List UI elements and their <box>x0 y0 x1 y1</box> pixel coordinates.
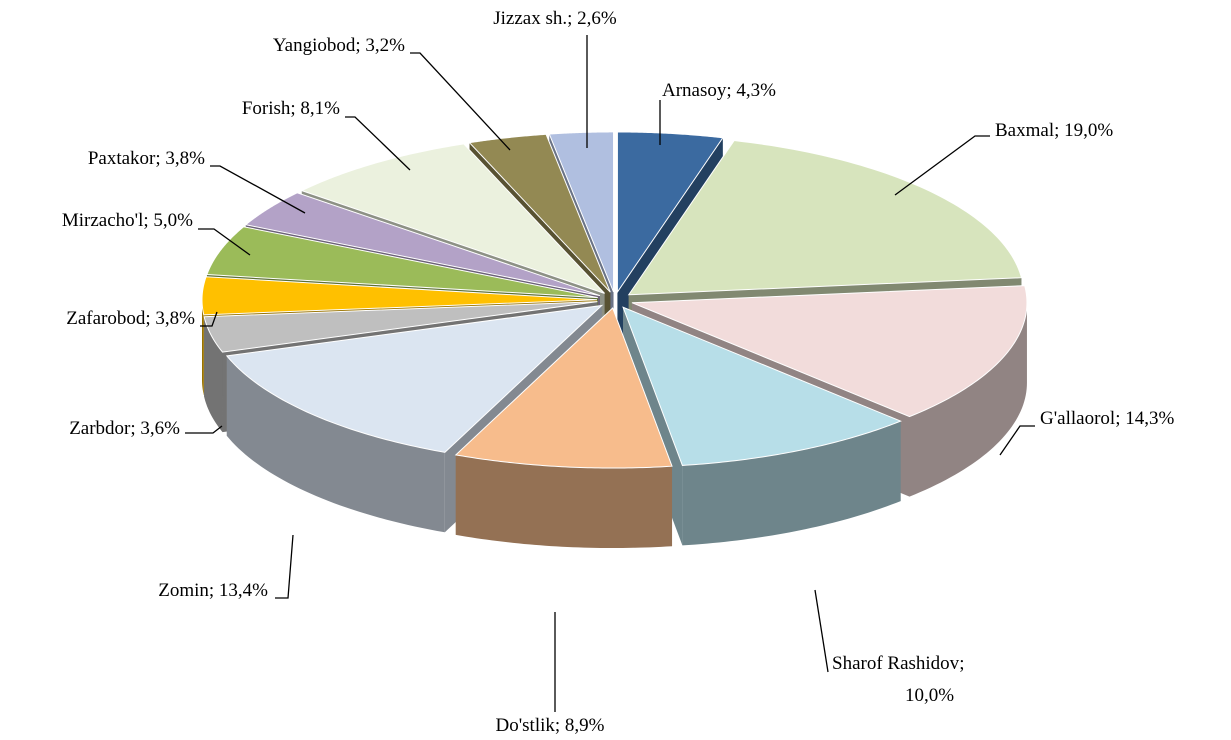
leader-line <box>210 165 306 214</box>
data-label: Do'stlik; 8,9% <box>496 715 605 736</box>
label-value: 3,2% <box>365 35 405 56</box>
data-label: Baxmal; 19,0% <box>995 120 1113 141</box>
data-labels: Arnasoy; 4,3% Baxmal; 19,0% G'allaorol; 14… <box>62 8 1175 736</box>
leader-line <box>814 589 829 673</box>
label-separator: ; <box>209 580 219 601</box>
label-value: 14,3% <box>1125 408 1174 429</box>
leader-line <box>198 228 251 256</box>
data-label: Arnasoy; 4,3% <box>662 80 776 101</box>
slice-side <box>204 316 223 433</box>
label-separator: ; <box>555 715 565 736</box>
label-category: Baxmal <box>995 120 1054 141</box>
label-value: 8,9% <box>565 715 605 736</box>
pie <box>201 131 1028 549</box>
label-separator: ; <box>290 98 300 119</box>
slice-side <box>455 454 673 549</box>
label-separator: ; <box>130 418 140 439</box>
label-category: Yangiobod <box>273 35 356 56</box>
label-separator: ; <box>1054 120 1064 141</box>
data-label: Paxtakor; 3,8% <box>88 148 205 169</box>
label-value: 2,6% <box>577 8 617 29</box>
label-separator: ; <box>959 653 964 674</box>
data-label: 10,0% <box>905 685 954 706</box>
data-label: G'allaorol; 14,3% <box>1040 408 1174 429</box>
leader-line <box>200 311 218 327</box>
label-value: 19,0% <box>1064 120 1113 141</box>
slice <box>201 276 598 316</box>
label-value: 3,8% <box>155 308 195 329</box>
label-category: Jizzax sh. <box>493 8 567 29</box>
slice <box>548 131 615 293</box>
label-category: Mirzacho'l <box>62 210 144 231</box>
leader-line <box>275 534 294 599</box>
slice <box>616 131 724 294</box>
slice <box>244 192 601 297</box>
data-label: Zomin; 13,4% <box>158 580 268 601</box>
label-value: 4,3% <box>736 80 776 101</box>
slice <box>627 140 1023 296</box>
data-label: Mirzacho'l; 5,0% <box>62 210 193 231</box>
slice <box>468 133 611 293</box>
label-value: 10,0% <box>905 685 954 706</box>
slice <box>203 301 598 353</box>
data-label: Yangiobod; 3,2% <box>273 35 405 56</box>
label-separator: ; <box>567 8 577 29</box>
slice-side <box>682 421 901 546</box>
label-separator: ; <box>155 148 165 169</box>
slice <box>225 304 604 453</box>
label-category: Zomin <box>158 580 209 601</box>
label-value: 5,0% <box>153 210 193 231</box>
label-separator: ; <box>726 80 736 101</box>
label-value: 3,8% <box>165 148 205 169</box>
label-category: Zafarobod <box>66 308 146 329</box>
leader-line <box>894 135 990 196</box>
leader-line <box>345 116 411 171</box>
label-category: Arnasoy <box>662 80 727 101</box>
slice-side <box>909 302 1027 497</box>
data-label: Forish; 8,1% <box>242 98 340 119</box>
label-separator: ; <box>145 308 155 329</box>
slice-side <box>202 299 204 395</box>
slice <box>631 285 1028 418</box>
data-label: Zafarobod; 3,8% <box>66 308 195 329</box>
data-label: Jizzax sh.; 2,6% <box>493 8 617 29</box>
leader-line <box>999 425 1035 456</box>
label-category: Forish <box>242 98 291 119</box>
label-category: G'allaorol <box>1040 408 1115 429</box>
label-category: Zarbdor <box>69 418 131 439</box>
slice-side <box>226 355 445 533</box>
label-value: 3,6% <box>140 418 180 439</box>
label-category: Do'stlik <box>496 715 556 736</box>
label-value: 8,1% <box>300 98 340 119</box>
label-value: 13,4% <box>219 580 268 601</box>
slice <box>300 143 605 294</box>
slice <box>454 307 673 469</box>
leader-line <box>410 52 511 151</box>
label-separator: ; <box>1115 408 1125 429</box>
label-category: Sharof Rashidov <box>832 653 960 674</box>
leader-line <box>185 425 223 434</box>
slice <box>206 226 598 299</box>
label-category: Paxtakor <box>88 148 156 169</box>
data-label: Zarbdor; 3,6% <box>69 418 180 439</box>
data-label: Sharof Rashidov; <box>832 653 964 674</box>
label-separator: ; <box>355 35 365 56</box>
label-separator: ; <box>143 210 153 231</box>
slice <box>622 306 902 466</box>
